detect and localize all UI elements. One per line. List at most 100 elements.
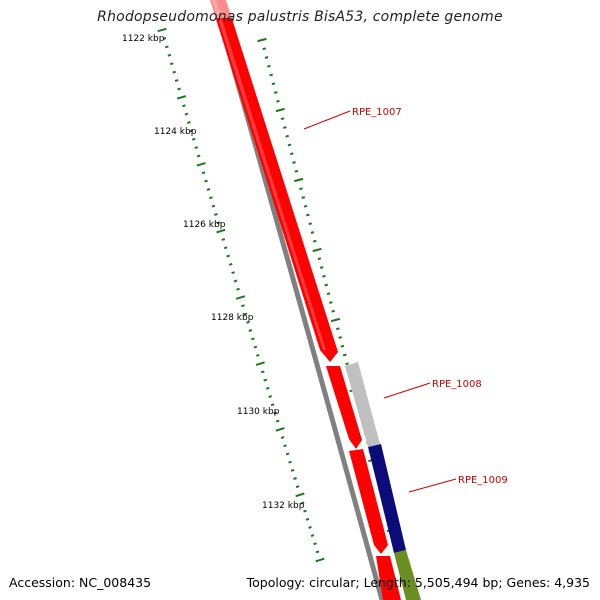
tick-left-minor <box>196 154 201 158</box>
tick-right-minor <box>276 99 280 103</box>
tick-left-minor <box>283 444 287 448</box>
tick-left-minor <box>169 62 174 66</box>
scale-label-1126: 1126 kbp <box>183 220 226 230</box>
tick-left-minor <box>187 121 191 124</box>
tick-left-minor <box>285 452 290 456</box>
tick-left-minor <box>211 204 216 208</box>
gene-rpe-1009[interactable] <box>368 444 406 553</box>
tick-right-minor <box>312 239 317 243</box>
tick-left-major <box>216 228 226 234</box>
tick-right-minor <box>299 187 303 191</box>
gene-red-3[interactable] <box>349 449 388 554</box>
tick-left-minor <box>248 329 253 332</box>
tick-left-minor <box>256 353 260 357</box>
tick-left-minor <box>194 146 199 150</box>
tick-left-minor <box>293 477 297 480</box>
tick-right-minor <box>340 344 345 348</box>
gene-rpe-1008[interactable] <box>345 362 380 447</box>
tick-right-minor <box>345 362 349 366</box>
tick-left-minor <box>162 37 167 40</box>
tick-left-minor <box>310 534 315 538</box>
tick-right-minor <box>326 292 331 296</box>
tick-right-minor <box>292 161 296 164</box>
gene-label-rpe-1008[interactable]: RPE_1008 <box>432 379 482 390</box>
tick-left-minor <box>214 213 218 216</box>
gene-red-4[interactable] <box>376 556 401 600</box>
genome-title: Rhodopseudomonas palustris BisA53, compl… <box>97 9 503 25</box>
tick-left-minor <box>263 378 268 382</box>
tick-right-minor <box>303 204 308 208</box>
tick-left-minor <box>233 279 238 283</box>
tick-left-minor <box>246 320 250 324</box>
tick-left-minor <box>273 411 277 415</box>
tick-right-major <box>275 107 285 113</box>
gene-red-2[interactable] <box>326 366 362 449</box>
tick-left-minor <box>231 271 235 275</box>
tick-left-minor <box>221 238 226 241</box>
tick-left-minor <box>165 45 169 49</box>
tick-left-minor <box>172 70 176 74</box>
tick-left-minor <box>251 337 255 341</box>
tick-left-minor <box>184 112 189 116</box>
tick-left-major <box>176 95 187 100</box>
gene-olive[interactable] <box>394 550 421 600</box>
tick-right-minor <box>287 143 292 147</box>
genome-info-text: Topology: circular; Length: 5,505,494 bp… <box>246 575 590 590</box>
tick-left-minor <box>177 87 181 91</box>
tick-left-minor <box>201 171 206 175</box>
tick-left-minor <box>206 188 211 191</box>
tick-left-minor <box>167 53 172 57</box>
tick-left-major <box>275 427 285 432</box>
tick-right-minor <box>338 336 342 339</box>
tick-left-minor <box>223 246 228 250</box>
scale-label-1124: 1124 kbp <box>154 127 197 137</box>
tick-right-major <box>330 317 341 323</box>
tick-right-minor <box>280 117 285 121</box>
tick-right-minor <box>273 91 278 94</box>
tick-left-minor <box>315 550 320 554</box>
tick-right-minor <box>267 64 271 68</box>
tick-left-major <box>235 295 246 300</box>
tick-left-minor <box>308 526 312 529</box>
tick-right-minor <box>322 274 326 278</box>
tick-left-minor <box>253 345 258 349</box>
tick-left-minor <box>270 403 275 407</box>
tick-right-minor <box>308 222 312 226</box>
tick-left-minor <box>191 137 196 141</box>
tick-left-major <box>315 557 325 563</box>
tick-left-minor <box>189 129 194 133</box>
tick-left-minor <box>243 312 248 316</box>
tick-right-major <box>294 177 304 183</box>
tick-left-minor <box>313 542 317 546</box>
tick-right-minor <box>289 152 294 156</box>
tick-right-minor <box>269 73 273 77</box>
tick-left-minor <box>260 370 265 374</box>
tick-right-minor <box>336 327 340 331</box>
tick-left-minor <box>209 196 213 200</box>
gene-label-rpe-1009[interactable]: RPE_1009 <box>458 475 508 486</box>
tick-left-minor <box>174 79 179 82</box>
scale-label-1132: 1132 kbp <box>262 501 305 511</box>
gene-label-rpe-1007[interactable]: RPE_1007 <box>352 107 402 118</box>
tick-left-minor <box>228 262 233 266</box>
scale-ticks-left <box>157 27 325 563</box>
tick-right-minor <box>306 213 310 217</box>
tick-left-minor <box>275 419 280 423</box>
gene-rpe-1007[interactable] <box>210 0 338 362</box>
tick-right-major <box>257 37 267 43</box>
gene-rpe-1007-shine <box>212 0 326 350</box>
tick-right-minor <box>331 309 335 313</box>
tick-right-minor <box>264 56 269 59</box>
scale-label-1122: 1122 kbp <box>122 34 165 44</box>
tick-left-minor <box>305 517 310 521</box>
leader-rpe-1007 <box>303 110 351 130</box>
tick-right-minor <box>342 353 347 357</box>
accession-text: Accession: NC_008435 <box>9 575 152 590</box>
tick-left-major <box>157 27 167 33</box>
tick-right-minor <box>262 47 267 51</box>
scale-label-1128: 1128 kbp <box>211 313 254 323</box>
tick-left-major <box>196 162 206 167</box>
tick-left-minor <box>295 485 300 489</box>
tick-left-minor <box>290 468 295 472</box>
